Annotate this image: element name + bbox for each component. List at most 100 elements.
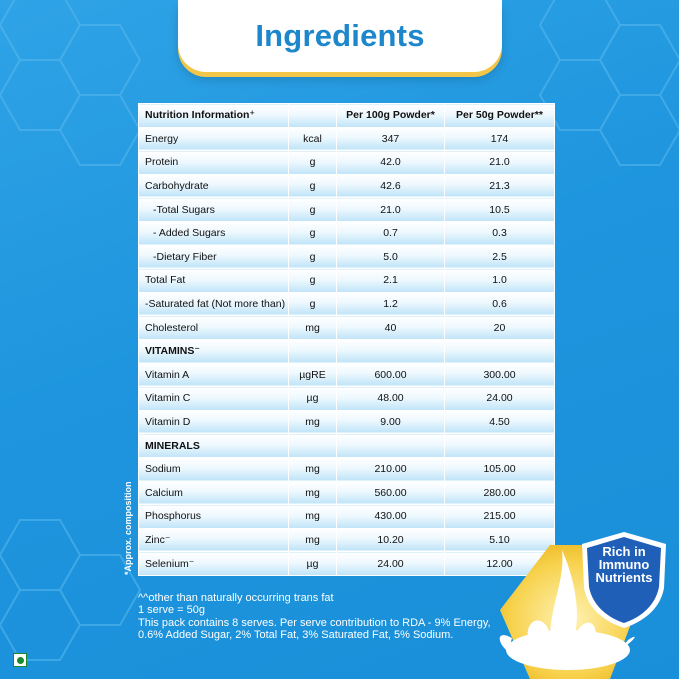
value-per-50g: 20 bbox=[444, 315, 555, 340]
nutrient-name: MINERALS bbox=[138, 433, 289, 458]
value-per-100g: 560.00 bbox=[336, 480, 445, 506]
nutrient-name: Phosphorus bbox=[138, 504, 289, 529]
nutrient-unit: g bbox=[288, 197, 337, 222]
value-per-100g: 48.00 bbox=[336, 386, 445, 411]
value-per-50g: 105.00 bbox=[444, 456, 555, 482]
value-per-100g: 600.00 bbox=[336, 362, 445, 388]
nutrient-unit: g bbox=[288, 220, 337, 246]
table-row: Calcium mg 560.00 280.00 bbox=[138, 480, 555, 506]
value-per-50g: 4.50 bbox=[444, 409, 555, 435]
value-per-100g: 24.00 bbox=[336, 551, 445, 576]
nutrient-unit: mg bbox=[288, 504, 337, 529]
value-per-50g: 21.0 bbox=[444, 150, 555, 175]
nutrient-name: Cholesterol bbox=[138, 315, 289, 340]
nutrient-name: Vitamin A bbox=[138, 362, 289, 388]
badge-line-2: Immuno bbox=[598, 557, 650, 572]
nutrient-unit: g bbox=[288, 291, 337, 317]
footnote-trans-fat: ^^other than naturally occurring trans f… bbox=[138, 592, 334, 604]
title-tab: Ingredients bbox=[178, 0, 502, 72]
nutrient-name: -Total Sugars bbox=[138, 197, 289, 222]
value-per-50g bbox=[444, 433, 555, 458]
nutrient-unit: µg bbox=[288, 386, 337, 411]
nutrient-name: Calcium bbox=[138, 480, 289, 506]
table-row: Sodium mg 210.00 105.00 bbox=[138, 456, 555, 482]
table-body: Energy kcal 347 174 Protein g 42.0 21.0 Carbohyd… bbox=[138, 126, 555, 576]
value-per-100g bbox=[336, 433, 445, 458]
nutrient-name: Vitamin C bbox=[138, 386, 289, 411]
value-per-50g: 24.00 bbox=[444, 386, 555, 411]
nutrient-unit: g bbox=[288, 268, 337, 293]
table-row: - Added Sugars g 0.7 0.3 bbox=[138, 220, 555, 246]
nutrient-unit bbox=[288, 338, 337, 364]
value-per-100g: 40 bbox=[336, 315, 445, 340]
footnote-rda-line-1: This pack contains 8 serves. Per serve c… bbox=[138, 616, 491, 629]
nutrient-name: VITAMINS⁻ bbox=[138, 338, 289, 364]
badge-line-1: Rich in bbox=[602, 544, 646, 559]
table-row: Phosphorus mg 430.00 215.00 bbox=[138, 504, 555, 529]
value-per-100g: 21.0 bbox=[336, 197, 445, 222]
value-per-50g: 10.5 bbox=[444, 197, 555, 222]
nutrient-unit: g bbox=[288, 244, 337, 270]
value-per-50g: 174 bbox=[444, 126, 555, 152]
approx-composition-note: *Approx. composition bbox=[123, 481, 133, 575]
table-row: -Dietary Fiber g 5.0 2.5 bbox=[138, 244, 555, 270]
nutrient-unit: µg bbox=[288, 551, 337, 576]
footnote-serve-size: 1 serve = 50g bbox=[138, 604, 205, 617]
nutrient-name: Sodium bbox=[138, 456, 289, 482]
value-per-50g: 300.00 bbox=[444, 362, 555, 388]
value-per-100g: 347 bbox=[336, 126, 445, 152]
table-row: Carbohydrate g 42.6 21.3 bbox=[138, 173, 555, 199]
value-per-50g: 5.10 bbox=[444, 527, 555, 553]
value-per-100g: 10.20 bbox=[336, 527, 445, 553]
nutrient-unit: g bbox=[288, 150, 337, 175]
value-per-100g bbox=[336, 338, 445, 364]
table-row: -Total Sugars g 21.0 10.5 bbox=[138, 197, 555, 222]
nutrient-name: Selenium⁻ bbox=[138, 551, 289, 576]
value-per-100g: 5.0 bbox=[336, 244, 445, 270]
shield-badge-icon bbox=[582, 532, 666, 628]
value-per-100g: 9.00 bbox=[336, 409, 445, 435]
veg-mark-icon bbox=[13, 653, 27, 667]
nutrient-unit: g bbox=[288, 173, 337, 199]
nutrient-unit: mg bbox=[288, 315, 337, 340]
value-per-100g: 42.0 bbox=[336, 150, 445, 175]
table-section-row: MINERALS bbox=[138, 433, 555, 458]
value-per-50g: 280.00 bbox=[444, 480, 555, 506]
header-per-50g: Per 50g Powder** bbox=[444, 103, 555, 128]
value-per-50g: 2.5 bbox=[444, 244, 555, 270]
table-section-row: VITAMINS⁻ bbox=[138, 338, 555, 364]
table-row: -Saturated fat (Not more than) g 1.2 0.6 bbox=[138, 291, 555, 317]
table-row: Protein g 42.0 21.0 bbox=[138, 150, 555, 175]
value-per-100g: 210.00 bbox=[336, 456, 445, 482]
table-row: Selenium⁻ µg 24.00 12.00 bbox=[138, 551, 555, 576]
nutrient-unit: mg bbox=[288, 409, 337, 435]
table-row: Energy kcal 347 174 bbox=[138, 126, 555, 152]
nutrient-name: Carbohydrate bbox=[138, 173, 289, 199]
nutrient-unit: mg bbox=[288, 480, 337, 506]
nutrient-unit: kcal bbox=[288, 126, 337, 152]
footnotes: ^^other than naturally occurring trans f… bbox=[138, 592, 498, 642]
value-per-100g: 1.2 bbox=[336, 291, 445, 317]
nutrient-name: - Added Sugars bbox=[138, 220, 289, 246]
value-per-50g bbox=[444, 338, 555, 364]
nutrient-unit: mg bbox=[288, 456, 337, 482]
nutrient-name: Vitamin D bbox=[138, 409, 289, 435]
value-per-50g: 215.00 bbox=[444, 504, 555, 529]
nutrient-name: Protein bbox=[138, 150, 289, 175]
table-row: Cholesterol mg 40 20 bbox=[138, 315, 555, 340]
nutrient-name: -Saturated fat (Not more than) bbox=[138, 291, 289, 317]
nutrient-name: -Dietary Fiber bbox=[138, 244, 289, 270]
value-per-50g: 0.6 bbox=[444, 291, 555, 317]
table-header-row: Nutrition Information⁺ Per 100g Powder* … bbox=[138, 103, 555, 128]
value-per-50g: 0.3 bbox=[444, 220, 555, 246]
nutrient-unit: mg bbox=[288, 527, 337, 553]
header-unit bbox=[288, 103, 337, 128]
page-title: Ingredients bbox=[255, 18, 425, 53]
nutrient-name: Zinc⁻ bbox=[138, 527, 289, 553]
value-per-50g: 1.0 bbox=[444, 268, 555, 293]
table-row: Total Fat g 2.1 1.0 bbox=[138, 268, 555, 293]
nutrient-unit: µgRE bbox=[288, 362, 337, 388]
